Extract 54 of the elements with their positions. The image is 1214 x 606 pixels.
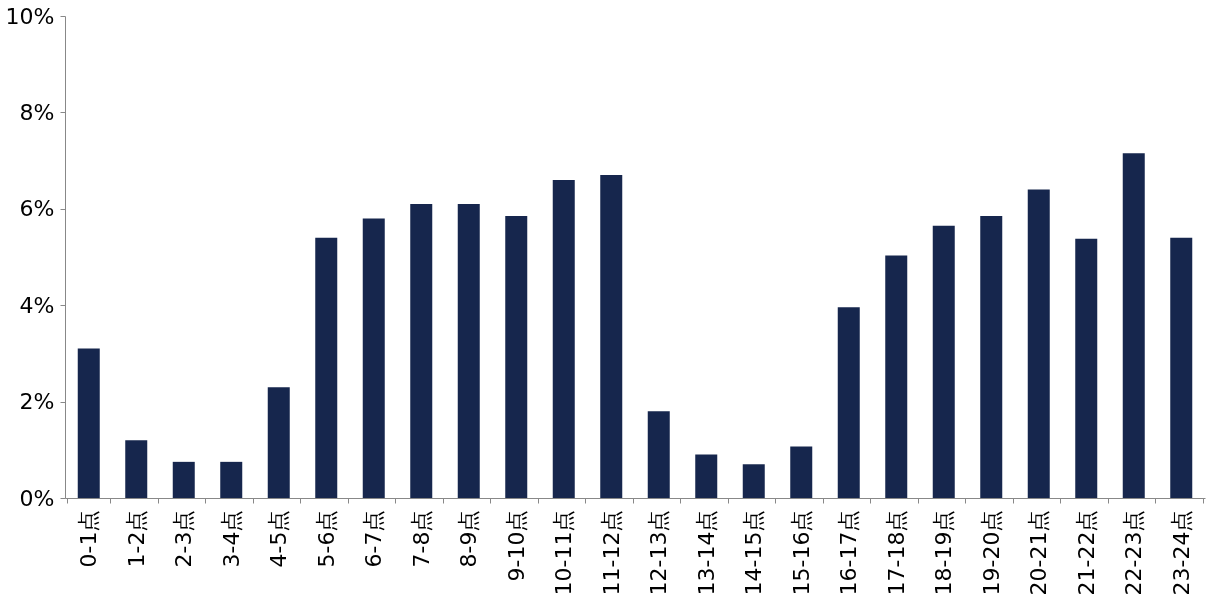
x-tick-label: 5-6点 [313, 509, 339, 568]
bar [125, 440, 148, 498]
x-tick-label: 11-12点 [598, 509, 624, 596]
bar [410, 203, 433, 498]
x-tick-label: 17-18点 [883, 509, 909, 596]
x-tick-label: 3-4点 [218, 509, 244, 568]
x-tick-label: 9-10点 [503, 509, 529, 582]
bar [505, 216, 528, 498]
x-tick-label: 22-23点 [1121, 509, 1147, 596]
x-tick-label: 19-20点 [978, 509, 1004, 596]
bar [932, 225, 955, 498]
bar [742, 464, 765, 498]
x-tick-label: 0-1点 [76, 509, 102, 568]
y-tick-label: 0% [19, 485, 55, 511]
bar [647, 411, 670, 498]
bar [552, 179, 575, 498]
bar [172, 461, 195, 498]
x-tick-label: 12-13点 [646, 509, 672, 596]
y-tick-label: 6% [19, 196, 55, 222]
y-tick-label: 4% [19, 292, 55, 318]
x-tick-label: 2-3点 [171, 509, 197, 568]
bar [695, 454, 718, 498]
x-tick-label: 16-17点 [836, 509, 862, 596]
x-tick-label: 18-19点 [931, 509, 957, 596]
x-tick-label: 4-5点 [266, 509, 292, 568]
bar [600, 175, 623, 498]
bar [980, 216, 1003, 498]
bar [315, 237, 338, 498]
y-tick-label: 2% [19, 389, 55, 415]
x-tick-label: 1-2点 [123, 509, 149, 568]
x-tick-label: 7-8点 [408, 509, 434, 568]
bar [267, 387, 290, 498]
bar [1027, 189, 1050, 498]
y-tick-label: 8% [19, 99, 55, 125]
bar [1122, 153, 1145, 498]
x-tick-label: 8-9点 [456, 509, 482, 568]
x-tick-label: 14-15点 [741, 509, 767, 596]
bar [362, 218, 385, 498]
bar [220, 461, 243, 498]
bar [457, 203, 480, 498]
x-tick-label: 6-7点 [361, 509, 387, 568]
bar [1075, 238, 1098, 498]
bar [77, 348, 100, 498]
bar [790, 446, 813, 498]
x-tick-label: 21-22点 [1073, 509, 1099, 596]
x-tick-label: 23-24点 [1168, 509, 1194, 596]
x-tick-label: 15-16点 [788, 509, 814, 596]
y-tick-label: 10% [5, 3, 55, 29]
bar [1170, 237, 1193, 498]
x-tick-label: 20-21点 [1026, 509, 1052, 596]
x-tick-label: 10-11点 [551, 509, 577, 596]
bar [885, 255, 908, 498]
x-tick-label: 13-14点 [693, 509, 719, 596]
bar [837, 307, 860, 498]
